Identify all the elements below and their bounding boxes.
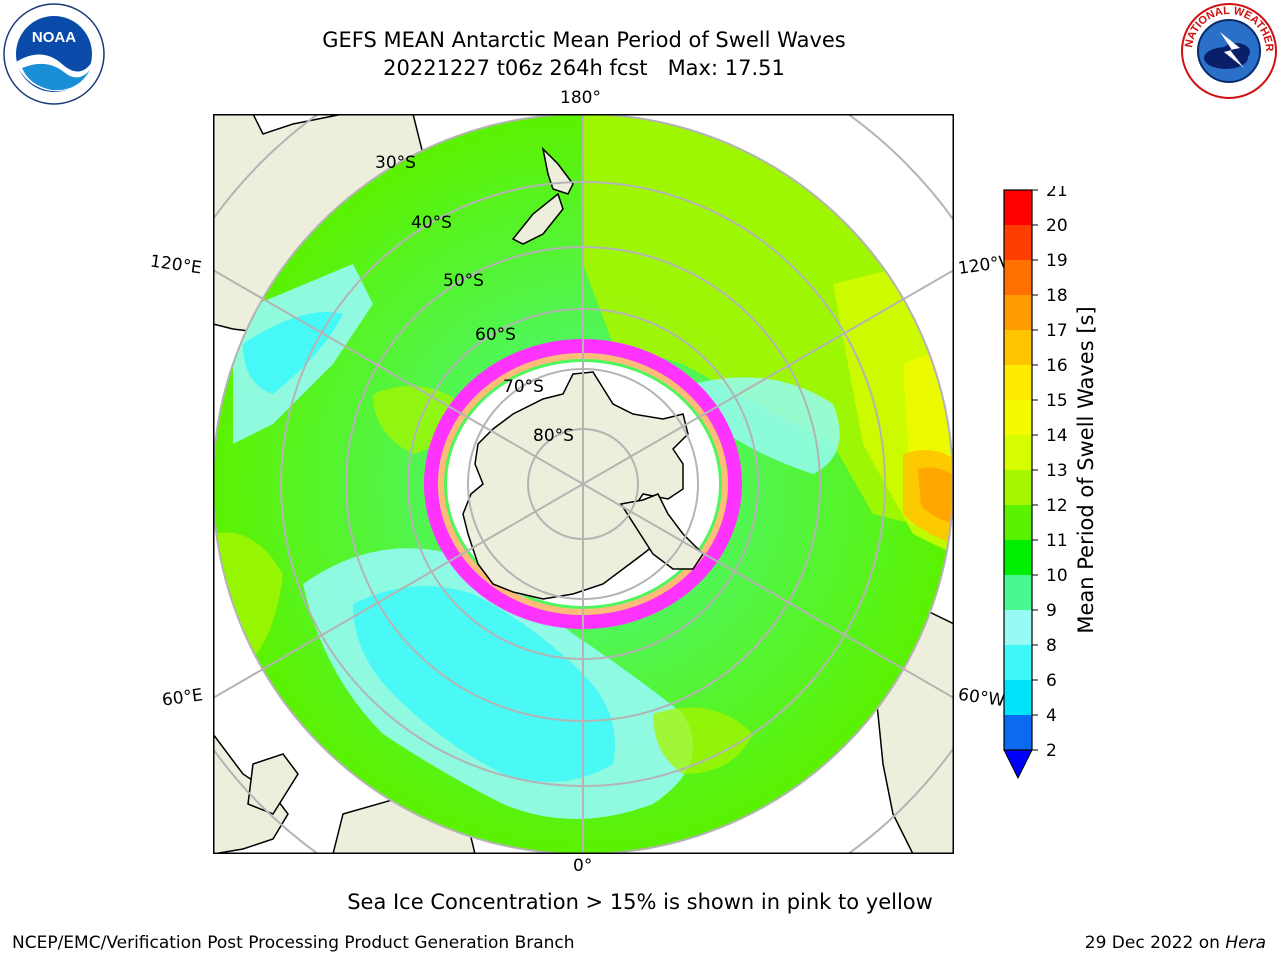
colorbar-tick-label: 6	[1046, 671, 1057, 691]
land-madagascar	[247, 753, 299, 815]
colorbar-tick-label: 15	[1046, 391, 1068, 411]
land-antarctic-peninsula	[619, 493, 704, 570]
lon-label-120e: 120°E	[148, 251, 203, 279]
colorbar-tick-label: 11	[1046, 531, 1068, 551]
colorbar-segment	[1004, 295, 1032, 330]
colorbar: 2 4 6 8 9 10 11 12 13 14 15 16 17 18 19 20 21	[1000, 181, 1120, 786]
colorbar-tick-label: 9	[1046, 601, 1057, 621]
lat-label-80s: 80°S	[533, 426, 574, 446]
colorbar-tick-label: 20	[1046, 216, 1068, 236]
title-line-1: GEFS MEAN Antarctic Mean Period of Swell…	[322, 28, 846, 52]
colorbar-tick-label: 14	[1046, 426, 1068, 446]
polar-map: 30°S 40°S 50°S 60°S 70°S 80°S	[213, 114, 954, 854]
footer-credit: NCEP/EMC/Verification Post Processing Pr…	[12, 933, 575, 953]
colorbar-segment	[1004, 540, 1032, 575]
title-line-2: 20221227 t06z 264h fcst Max: 17.51	[383, 56, 785, 80]
lat-label-70s: 70°S	[503, 377, 544, 397]
colorbar-segment	[1004, 365, 1032, 400]
colorbar-tick-label: 18	[1046, 286, 1068, 306]
colorbar-segment	[1004, 715, 1032, 750]
lat-label-30s: 30°S	[375, 153, 416, 173]
footer-date-text: 29 Dec 2022 on	[1084, 933, 1226, 953]
colorbar-tick-label: 4	[1046, 706, 1057, 726]
colorbar-segment	[1004, 190, 1032, 225]
colorbar-segment	[1004, 470, 1032, 505]
sea-ice-caption: Sea Ice Concentration > 15% is shown in …	[347, 890, 933, 914]
colorbar-tick-label: 21	[1046, 186, 1068, 201]
chart-title: GEFS MEAN Antarctic Mean Period of Swell…	[220, 26, 948, 82]
footer-date: 29 Dec 2022 on Hera	[1085, 933, 1266, 953]
lat-label-50s: 50°S	[443, 271, 484, 291]
colorbar-under-arrow	[1003, 749, 1033, 780]
land-new-zealand	[511, 146, 574, 245]
colorbar-segment	[1004, 435, 1032, 470]
lat-label-60s: 60°S	[475, 325, 516, 345]
swell-field	[213, 114, 953, 854]
colorbar-tick-label: 12	[1046, 496, 1068, 516]
colorbar-tick-label: 8	[1046, 636, 1057, 656]
colorbar-segment	[1004, 680, 1032, 715]
lat-label-40s: 40°S	[411, 213, 452, 233]
colorbar-segment	[1004, 575, 1032, 610]
lon-label-0: 0°	[573, 856, 593, 876]
colorbar-segment	[1004, 330, 1032, 365]
footer-host: Hera	[1225, 933, 1266, 953]
colorbar-segment	[1004, 610, 1032, 645]
colorbar-segment	[1004, 645, 1032, 680]
colorbar-tick-label: 2	[1046, 741, 1057, 761]
colorbar-tick-label: 19	[1046, 251, 1068, 271]
colorbar-segment	[1004, 400, 1032, 435]
noaa-logo-text: NOAA	[32, 29, 76, 46]
colorbar-tick-label: 16	[1046, 356, 1068, 376]
lon-label-60e: 60°E	[160, 685, 205, 711]
colorbar-label: Mean Period of Swell Waves [s]	[1074, 306, 1098, 634]
colorbar-tick-label: 17	[1046, 321, 1068, 341]
lon-label-180: 180°	[560, 88, 601, 108]
colorbar-segment	[1004, 225, 1032, 260]
colorbar-tick-label: 13	[1046, 461, 1068, 481]
colorbar-segment	[1004, 260, 1032, 295]
lon-label-60w: 60°W	[956, 684, 1007, 712]
nws-logo: NATIONAL WEATHER SERVICE	[1176, 0, 1278, 104]
colorbar-tick-label: 10	[1046, 566, 1068, 586]
noaa-logo: NOAA	[2, 2, 106, 110]
colorbar-segment	[1004, 505, 1032, 540]
